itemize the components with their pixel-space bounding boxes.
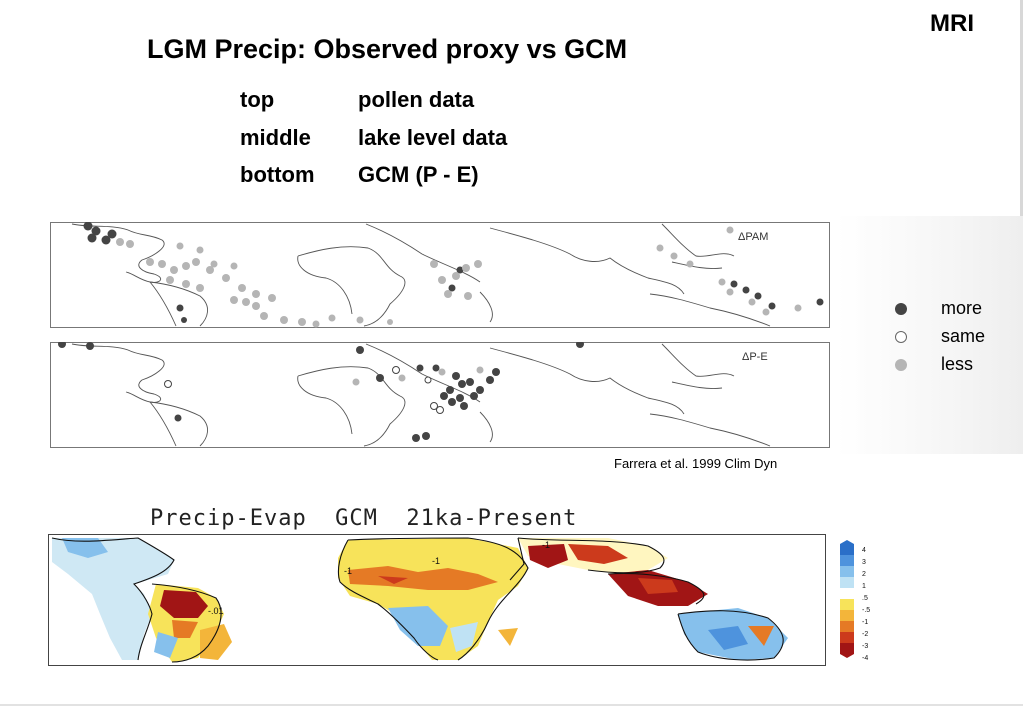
svg-text:3: 3: [862, 559, 866, 566]
panel-legend-row-bottom: bottom GCM (P - E): [240, 162, 479, 188]
svg-text:2: 2: [862, 571, 866, 578]
svg-text:-1: -1: [862, 619, 868, 626]
panel-description: pollen data: [358, 87, 475, 112]
gcm-title: Precip-Evap GCM 21ka-Present: [150, 506, 578, 531]
colorbar-cell: [840, 599, 854, 610]
slide-edge: [1020, 0, 1023, 216]
panel-position: top: [240, 87, 275, 112]
less-dots: [352, 366, 484, 386]
page-title: LGM Precip: Observed proxy vs GCM: [147, 34, 628, 64]
footer-divider: [0, 704, 1023, 706]
legend-less: less: [895, 354, 973, 375]
org-label: MRI: [930, 10, 974, 37]
gcm-coastlines: [51, 537, 784, 663]
colorbar-cell: [840, 610, 854, 621]
svg-text:-4: -4: [862, 655, 868, 662]
colorbar-cell: [840, 588, 854, 599]
gcm-contour-labels: -.01 -1 -1 -1: [208, 540, 550, 616]
panel-position: middle: [240, 125, 311, 150]
svg-text:-1: -1: [542, 540, 550, 550]
colorbar-cell: [840, 566, 854, 577]
svg-text:-1: -1: [344, 566, 352, 576]
more-dots: [83, 222, 824, 323]
panel-position: bottom: [240, 162, 315, 187]
legend-more: more: [895, 298, 982, 319]
panel-description: GCM (P - E): [358, 162, 479, 187]
colorbar-cell: [840, 643, 854, 654]
legend-same: same: [895, 326, 985, 347]
legend-shadow: [836, 216, 1023, 454]
svg-text:4: 4: [862, 547, 866, 554]
pollen-map: ΔPAM: [50, 222, 830, 328]
colorbar-cell: [840, 555, 854, 566]
pe-label: ΔP-E: [742, 351, 768, 363]
gcm-pe-map: -.01 -1 -1 -1: [48, 534, 826, 666]
colorbar-cell: [840, 577, 854, 588]
colorbar-cell: [840, 632, 854, 643]
citation: Farrera et al. 1999 Clim Dyn: [614, 456, 778, 471]
more-dots: [58, 342, 584, 442]
colorbar-cell: [840, 544, 854, 555]
gcm-colorbar: 4 3 2 1 .5 -.5 -1 -2 -3 -4: [840, 540, 870, 662]
svg-text:-.01: -.01: [208, 606, 224, 616]
lake-level-map: ΔP-E: [50, 342, 830, 448]
colorbar-cell: [840, 621, 854, 632]
svg-text:-3: -3: [862, 643, 868, 650]
panel-legend-row-top: top pollen data: [240, 87, 474, 113]
svg-text:1: 1: [862, 583, 866, 590]
gcm-fills: [52, 538, 788, 662]
svg-text:-1: -1: [432, 556, 440, 566]
filled-light-dot-icon: [895, 359, 907, 372]
pam-label: ΔPAM: [738, 231, 768, 243]
svg-text:-2: -2: [862, 631, 868, 638]
panel-legend-row-middle: middle lake level data: [240, 125, 507, 151]
panel-description: lake level data: [358, 125, 508, 150]
colorbar-top-arrow: [840, 540, 854, 544]
open-dot-icon: [895, 331, 907, 344]
filled-dark-dot-icon: [895, 303, 907, 316]
colorbar-bottom-arrow: [840, 654, 854, 658]
svg-text:.5: .5: [862, 595, 868, 602]
same-dots: [164, 366, 444, 414]
less-dots: [116, 226, 802, 328]
svg-text:-.5: -.5: [862, 607, 870, 614]
